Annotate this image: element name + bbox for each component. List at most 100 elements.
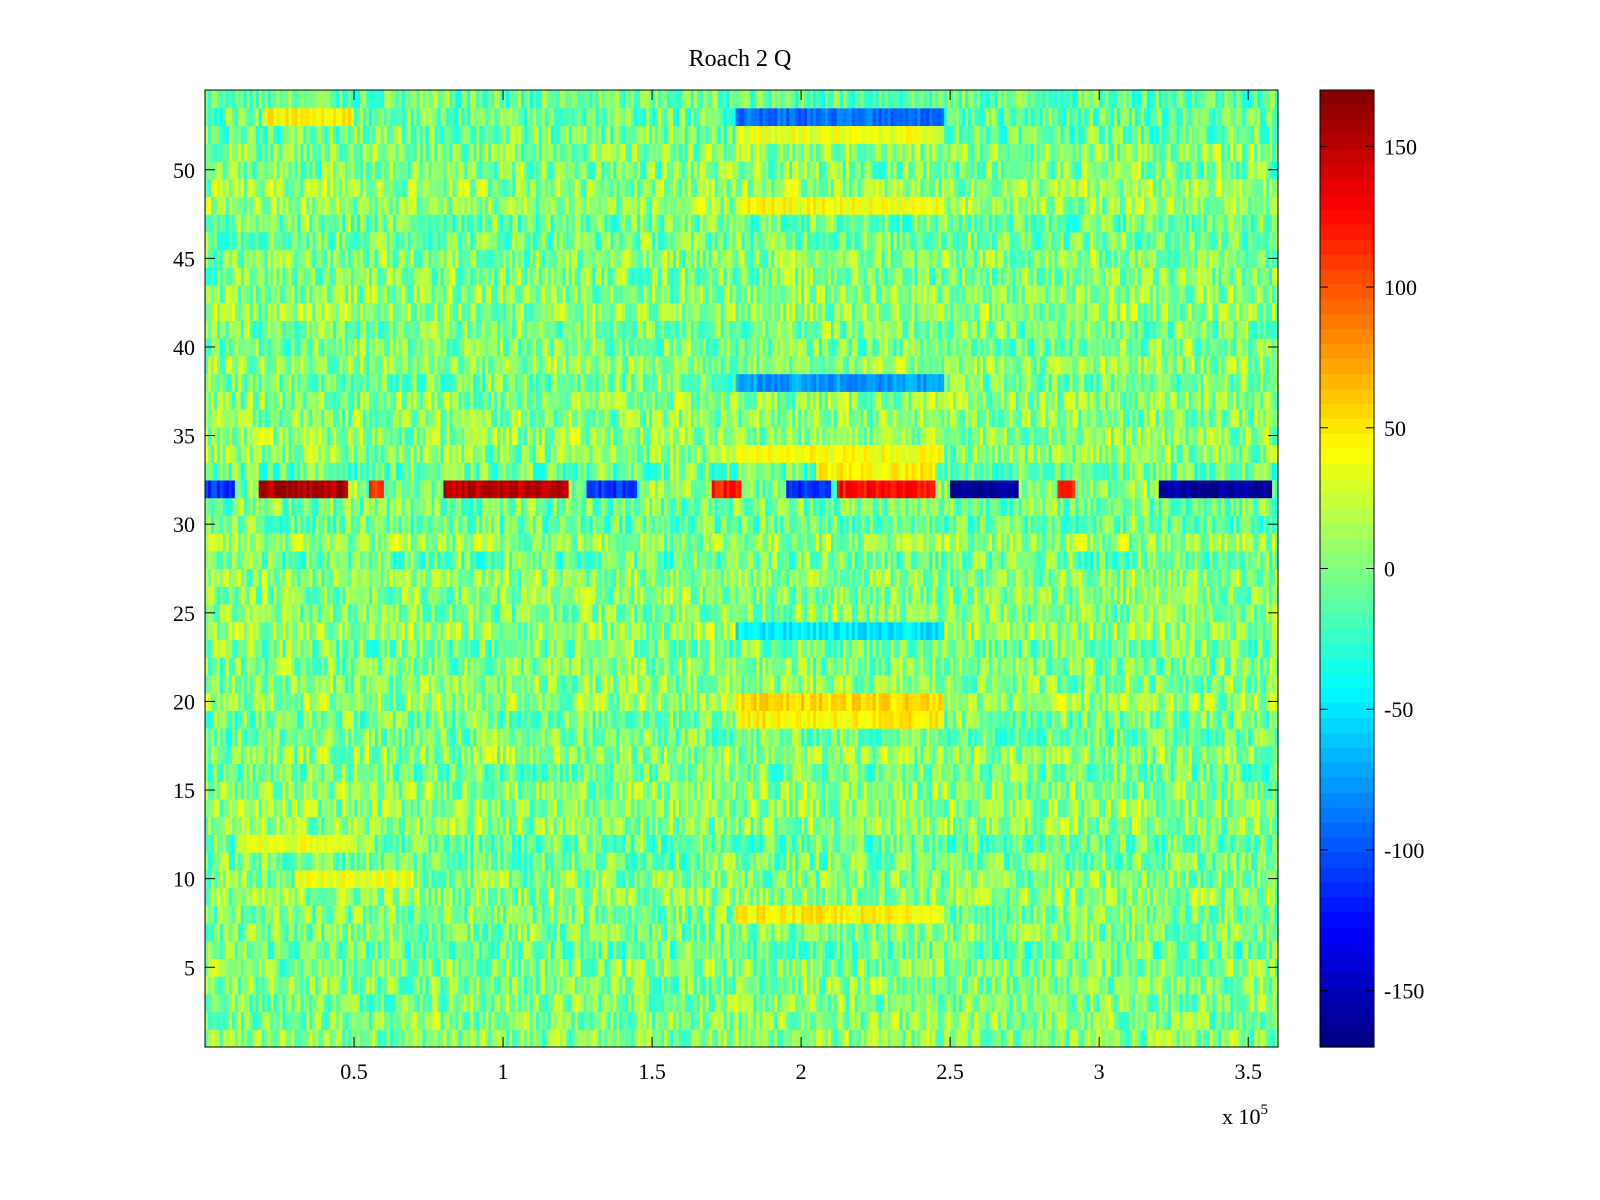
heatmap-cell [780, 922, 784, 942]
heatmap-cell [354, 993, 358, 1013]
heatmap-cell [1069, 852, 1073, 871]
heatmap-cell [845, 852, 850, 871]
heatmap-cell [971, 1011, 975, 1030]
heatmap-cell [1006, 976, 1011, 995]
heatmap-cell [1191, 940, 1196, 959]
heatmap-cell [827, 976, 832, 995]
heatmap-cell [240, 922, 245, 942]
heatmap-cell [896, 1011, 901, 1030]
heatmap-cell [500, 852, 504, 871]
heatmap-cell [681, 1011, 686, 1030]
heatmap-cell [297, 816, 301, 835]
heatmap-cell [422, 1029, 427, 1048]
heatmap-cell [503, 869, 507, 889]
heatmap-cell [428, 834, 433, 853]
heatmap-cell [1173, 958, 1178, 977]
heatmap-cell [893, 834, 898, 853]
heatmap-cell [1209, 993, 1214, 1013]
heatmap-cell [923, 869, 927, 889]
heatmap-cell [968, 922, 972, 942]
heatmap-cell [816, 887, 820, 906]
heatmap-cell [345, 869, 349, 889]
heatmap-cell [470, 976, 474, 995]
heatmap-cell [386, 887, 391, 906]
heatmap-cell [517, 869, 522, 889]
heatmap-cell [1069, 905, 1073, 924]
heatmap-cell [705, 852, 710, 871]
heatmap-cell [726, 798, 731, 818]
heatmap-cell [982, 852, 987, 871]
heatmap-cell [586, 940, 591, 959]
heatmap-cell [1117, 940, 1121, 959]
heatmap-cell [327, 834, 331, 853]
heatmap-cell [306, 976, 310, 995]
heatmap-cell [783, 834, 787, 853]
heatmap-cell [1009, 834, 1014, 853]
heatmap-cell [813, 1029, 817, 1048]
heatmap-cell [205, 834, 209, 853]
heatmap-cell [1066, 1029, 1070, 1048]
heatmap-cell [982, 834, 987, 853]
heatmap-cell [1051, 816, 1056, 835]
heatmap-cell [962, 834, 966, 853]
heatmap-cell [318, 852, 322, 871]
heatmap-cell [1269, 816, 1273, 835]
heatmap-cell [625, 905, 629, 924]
heatmap-cell [219, 1029, 224, 1048]
heatmap-cell [929, 869, 933, 889]
heatmap-cell [687, 798, 692, 818]
heatmap-cell [699, 834, 704, 853]
heatmap-cell [929, 940, 933, 959]
heatmap-cell [571, 798, 576, 818]
heatmap-cell [398, 869, 403, 889]
heatmap-cell [380, 834, 385, 853]
heatmap-cell [1221, 958, 1225, 977]
heatmap-cell [1224, 922, 1228, 942]
heatmap-cell [1146, 816, 1151, 835]
heatmap-cell [1158, 887, 1163, 906]
heatmap-cell [371, 993, 376, 1013]
heatmap-cell [875, 993, 880, 1013]
heatmap-cell [467, 940, 471, 959]
heatmap-cell [541, 976, 546, 995]
heatmap-cell [595, 993, 600, 1013]
heatmap-cell [538, 1011, 543, 1030]
heatmap-cell [282, 887, 287, 906]
heatmap-cell [908, 993, 912, 1013]
heatmap-cell [684, 887, 689, 906]
heatmap-cell [1239, 993, 1243, 1013]
heatmap-cell [461, 1011, 465, 1030]
heatmap-cell [798, 798, 802, 818]
heatmap-cell [1015, 922, 1020, 942]
heatmap-cell [330, 905, 334, 924]
heatmap-cell [354, 852, 358, 871]
heatmap-cell [1203, 869, 1208, 889]
heatmap-cell [860, 976, 865, 995]
heatmap-cell [225, 958, 230, 977]
heatmap-cell [1125, 976, 1130, 995]
heatmap-cell [824, 852, 829, 871]
heatmap-cell [485, 816, 489, 835]
heatmap-cell [282, 940, 287, 959]
heatmap-cell [869, 922, 874, 942]
heatmap-cell [693, 922, 698, 942]
heatmap-cell [1006, 1011, 1011, 1030]
heatmap-cell [407, 887, 412, 906]
heatmap-cell [309, 993, 313, 1013]
heatmap-cell [219, 993, 224, 1013]
heatmap-cell [464, 976, 468, 995]
heatmap-cell [574, 1029, 579, 1048]
heatmap-cell [362, 976, 367, 995]
heatmap-cell [1084, 887, 1088, 906]
heatmap-cell [878, 852, 883, 871]
heatmap-cell [920, 887, 924, 906]
heatmap-cell [351, 940, 355, 959]
heatmap-cell [962, 869, 966, 889]
heatmap-cell [413, 869, 418, 889]
heatmap-cell [240, 887, 245, 906]
heatmap-cell [1161, 905, 1166, 924]
heatmap-cell [473, 869, 477, 889]
heatmap-cell [1120, 922, 1124, 942]
heatmap-cell [535, 993, 540, 1013]
heatmap-cell [1096, 834, 1100, 853]
